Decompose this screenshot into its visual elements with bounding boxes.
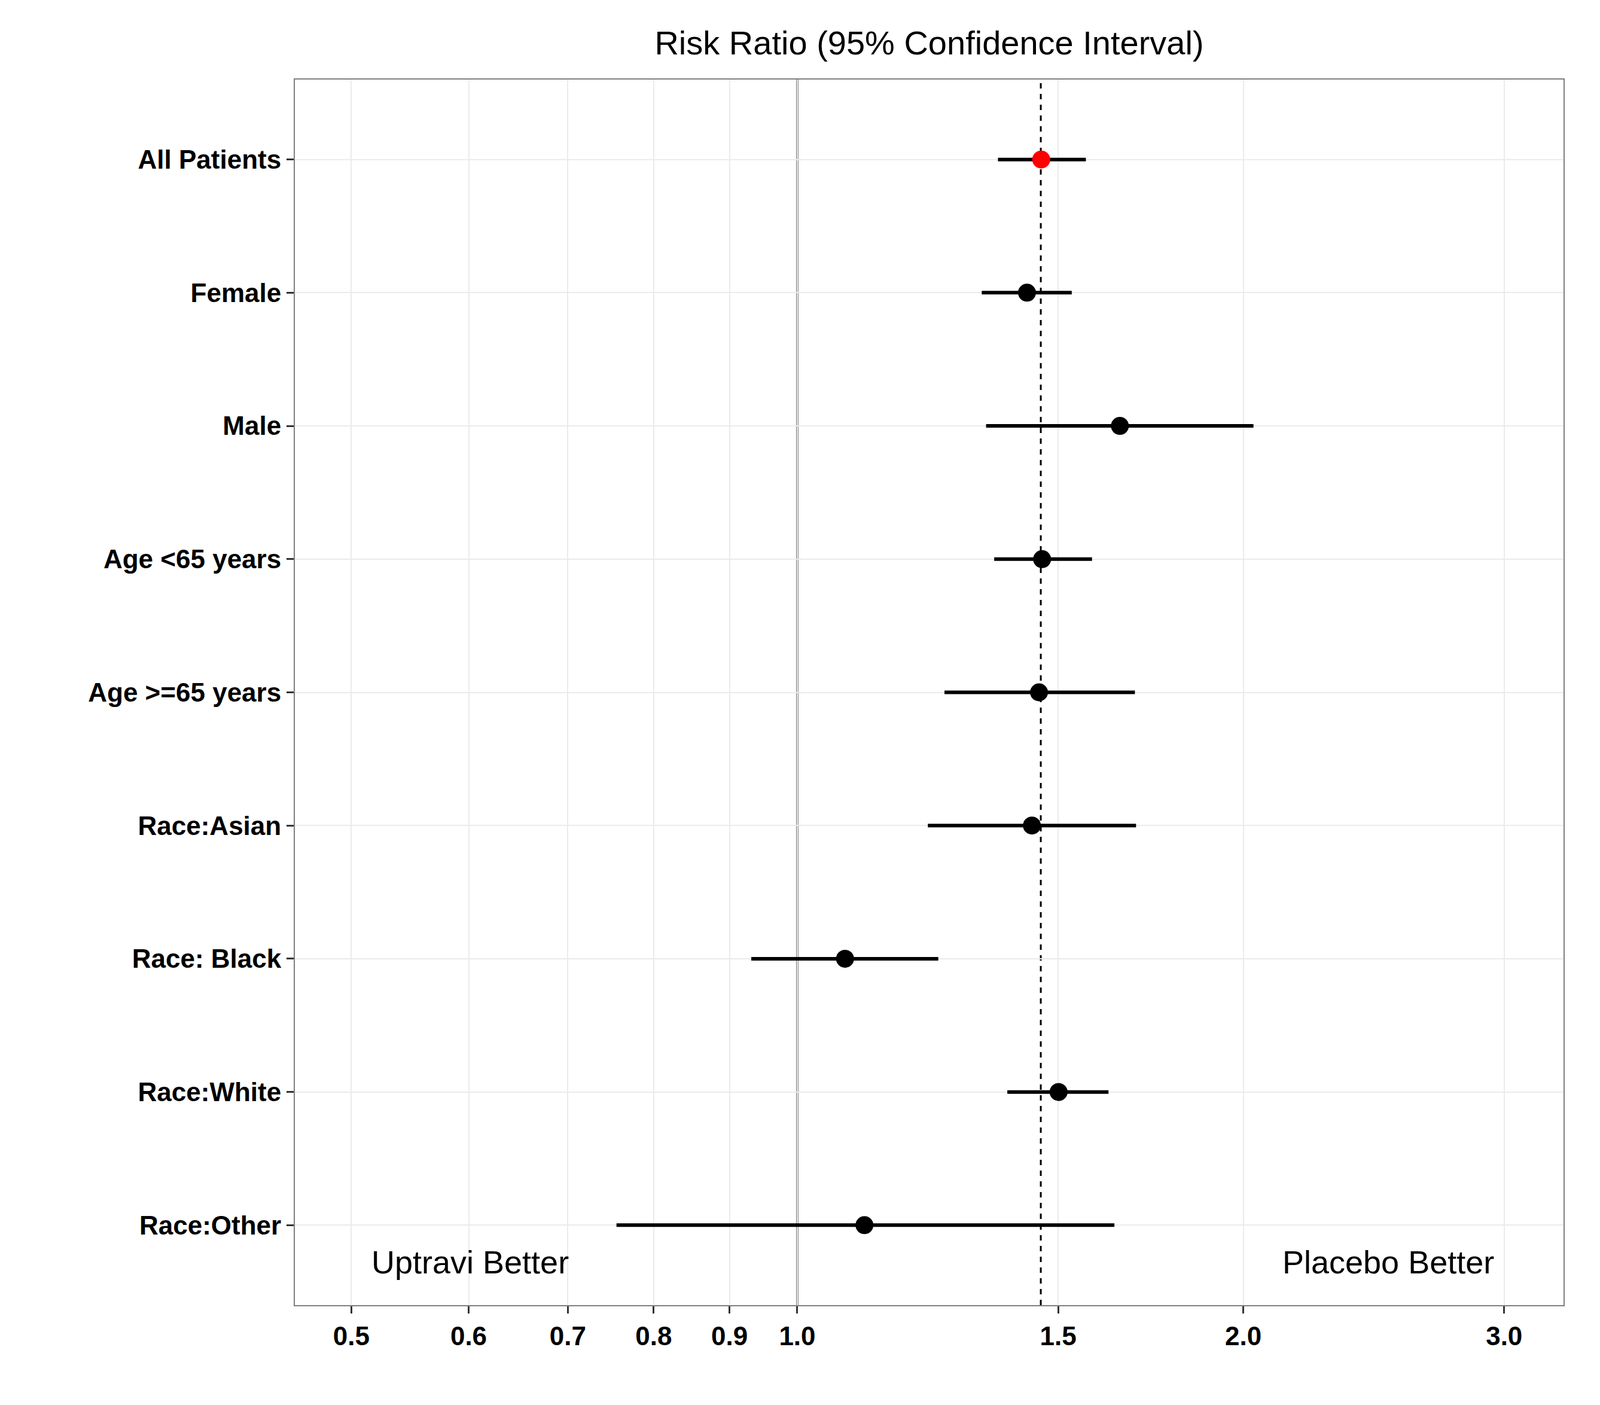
svg-text:1.5: 1.5: [1040, 1321, 1077, 1351]
svg-text:0.8: 0.8: [635, 1321, 672, 1351]
svg-text:Race: Black: Race: Black: [132, 943, 282, 974]
svg-text:0.9: 0.9: [711, 1321, 748, 1351]
svg-text:Race:Asian: Race:Asian: [138, 811, 282, 841]
svg-text:3.0: 3.0: [1485, 1321, 1523, 1351]
svg-text:Race:Other: Race:Other: [139, 1210, 282, 1240]
svg-text:Age >=65 years: Age >=65 years: [87, 677, 282, 707]
svg-text:Age <65 years: Age <65 years: [103, 544, 282, 574]
svg-text:2.0: 2.0: [1224, 1321, 1262, 1351]
svg-text:Male: Male: [222, 410, 282, 441]
svg-text:All Patients: All Patients: [138, 144, 282, 175]
svg-text:Risk Ratio (95% Confidence Int: Risk Ratio (95% Confidence Interval): [654, 23, 1204, 62]
svg-text:Female: Female: [190, 278, 282, 308]
svg-text:0.5: 0.5: [333, 1321, 370, 1351]
svg-text:1.0: 1.0: [778, 1321, 816, 1351]
svg-text:Uptravi Better: Uptravi Better: [371, 1244, 569, 1280]
svg-text:0.6: 0.6: [450, 1321, 487, 1351]
svg-text:Race:White: Race:White: [138, 1077, 282, 1107]
svg-text:0.7: 0.7: [549, 1321, 587, 1351]
svg-text:Placebo Better: Placebo Better: [1282, 1244, 1495, 1280]
